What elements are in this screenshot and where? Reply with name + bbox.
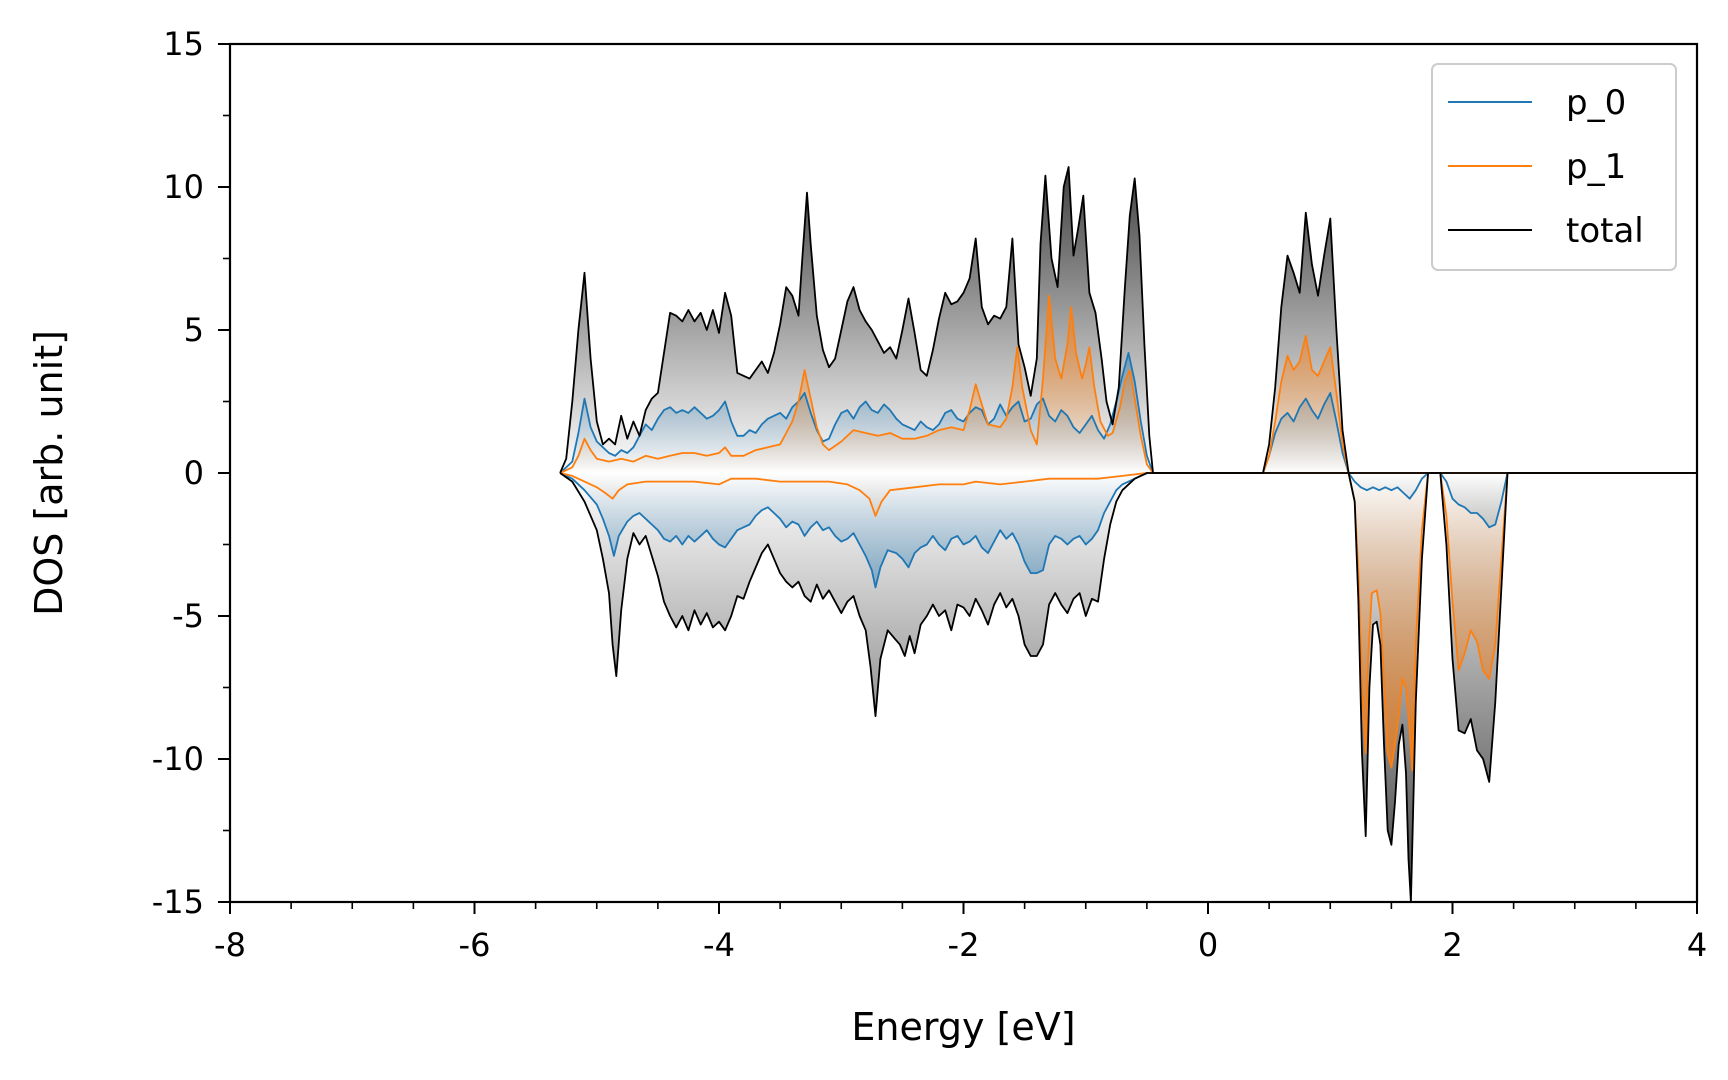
y-tick-label: -15 [152,883,204,921]
line-total-up [559,166,1697,474]
line-total-down [559,472,1697,902]
fill-p1-up [560,295,1697,473]
x-tick-label: -4 [703,926,735,964]
x-tick-label: -2 [948,926,980,964]
x-tick-label: 4 [1687,926,1707,964]
line-p0-up [559,352,1697,474]
dos-fill-areas [560,167,1697,902]
x-tick-label: 0 [1198,926,1218,964]
y-tick-label: 0 [184,454,204,492]
x-tick-label: -8 [214,926,246,964]
legend-label-p0: p_0 [1566,83,1626,123]
y-axis-label: DOS [arb. unit] [27,330,71,616]
fill-p1-down [560,473,1697,771]
y-tick-label: 5 [184,311,204,349]
dos-series-lines [559,166,1697,902]
x-tick-label: 2 [1442,926,1462,964]
fill-total-up [560,167,1697,473]
x-tick-label: -6 [459,926,491,964]
legend-box [1431,63,1677,271]
y-tick-label: -10 [152,740,204,778]
y-tick-label: 15 [163,25,204,63]
axis-ticks: -8 -6 -4 -2 0 2 4 -15 -10 -5 0 5 10 15 [152,25,1707,964]
fill-p0-down [560,473,1697,588]
legend-label-p1: p_1 [1566,147,1626,187]
y-tick-label: -5 [172,597,204,635]
legend-label-total: total [1566,211,1644,251]
y-tick-label: 10 [163,168,204,206]
line-p0-down [559,472,1697,589]
x-axis-label: Energy [eV] [851,1005,1075,1049]
